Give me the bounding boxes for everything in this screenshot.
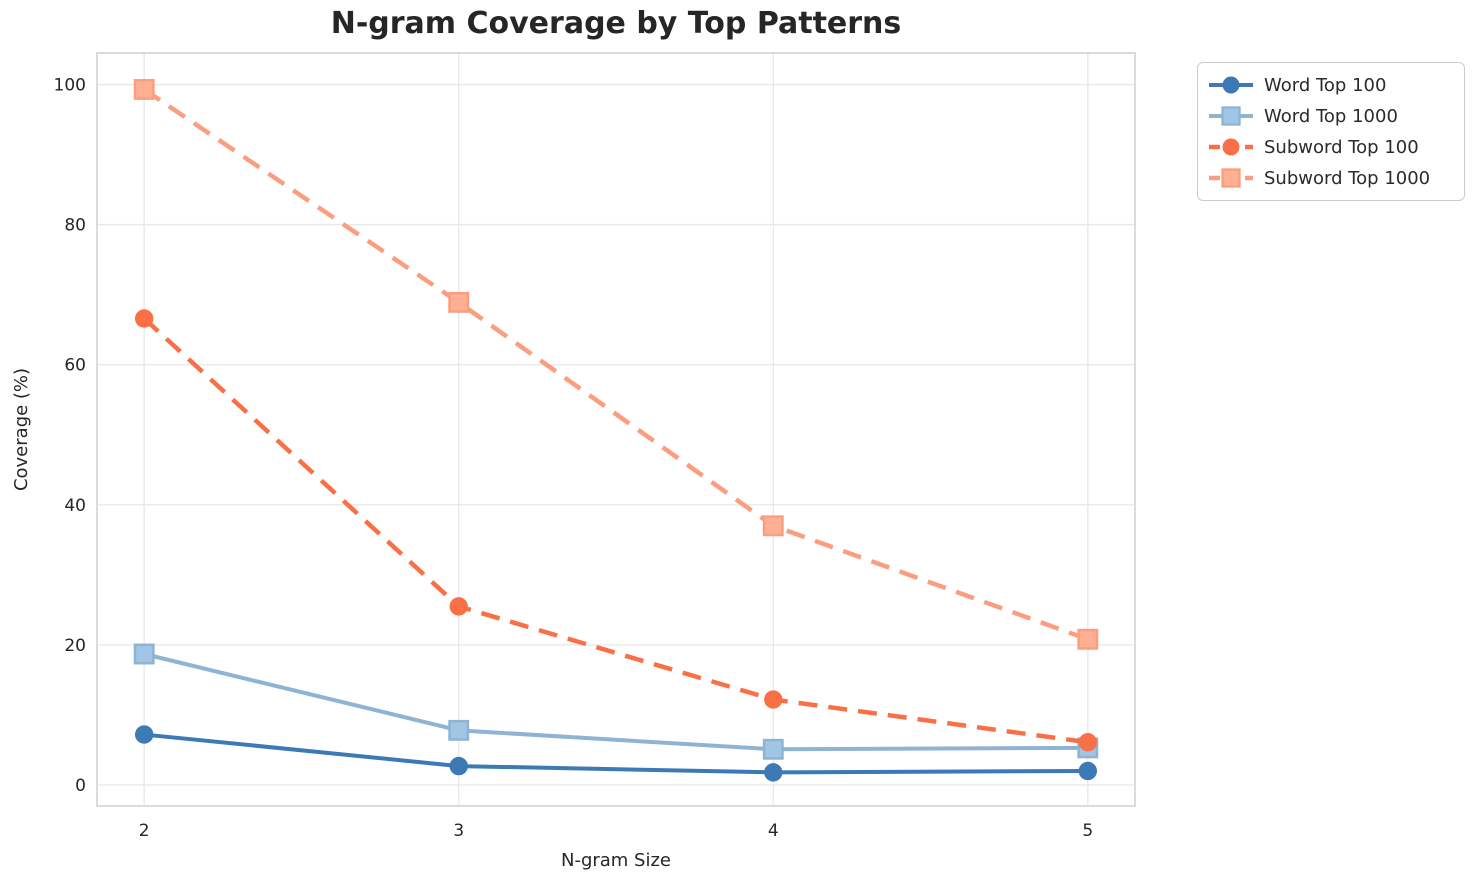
legend-label: Word Top 100: [1264, 74, 1387, 96]
x-tick-label: 2: [139, 821, 150, 841]
legend-item-word-top-1000: Word Top 1000: [1208, 104, 1452, 128]
marker-word-top-1000: [133, 643, 155, 665]
marker-word-top-100: [1078, 761, 1098, 781]
x-tick-label: 5: [1082, 821, 1093, 841]
marker-subword-top-100: [449, 597, 468, 616]
marker-word-top-100: [134, 725, 154, 744]
legend-marker-square: [1221, 106, 1241, 126]
series-line-subword-top-1000: [142, 87, 1089, 642]
x-axis-label: N-gram Size: [561, 850, 671, 871]
marker-word-top-1000: [448, 719, 470, 741]
legend-marker-circle: [1222, 138, 1240, 156]
legend-sample-solid-square: [1209, 106, 1253, 126]
plot-border: [96, 52, 1136, 807]
legend-label: Subword Top 100: [1264, 136, 1419, 158]
marker-subword-top-1000: [762, 515, 784, 537]
legend-sample-dashed-circle: [1209, 138, 1253, 156]
legend-sample-dashed-square: [1209, 168, 1253, 188]
series-line-subword-top-100: [142, 316, 1089, 745]
marker-subword-top-100: [1078, 733, 1098, 752]
y-tick-label: 0: [75, 776, 86, 796]
chart-title: N-gram Coverage by Top Patterns: [330, 6, 902, 41]
legend-item-subword-top-1000: Subword Top 1000: [1208, 166, 1452, 190]
marker-word-top-100: [449, 756, 468, 776]
x-tick-label: 4: [768, 821, 779, 841]
y-tick-label: 100: [54, 76, 86, 96]
marker-subword-top-100: [764, 690, 783, 709]
marker-subword-top-1000: [448, 291, 470, 313]
y-tick-label: 80: [64, 216, 86, 236]
series-line-word-top-100: [143, 732, 1088, 775]
y-tick-label: 20: [64, 636, 86, 656]
marker-subword-top-1000: [133, 78, 155, 100]
marker-word-top-1000: [762, 738, 784, 760]
marker-subword-top-100: [134, 309, 154, 328]
legend-sample-solid-circle: [1209, 76, 1253, 94]
legend-label: Subword Top 1000: [1264, 167, 1431, 189]
marker-subword-top-1000: [1077, 628, 1099, 650]
y-tick-label: 60: [64, 356, 86, 376]
x-tick-label: 3: [453, 821, 464, 841]
y-axis-label: Coverage (%): [11, 368, 32, 491]
marker-word-top-100: [764, 763, 783, 782]
legend-item-word-top-100: Word Top 100: [1208, 73, 1452, 97]
legend-marker-circle: [1222, 76, 1240, 94]
y-tick-label: 40: [64, 496, 86, 516]
legend-label: Word Top 1000: [1264, 105, 1398, 127]
legend: Word Top 100 Word Top 1000 Subword Top 100…: [1197, 62, 1465, 201]
series-line-word-top-1000: [143, 652, 1088, 752]
legend-marker-square: [1221, 168, 1241, 188]
legend-item-subword-top-100: Subword Top 100: [1208, 135, 1452, 159]
